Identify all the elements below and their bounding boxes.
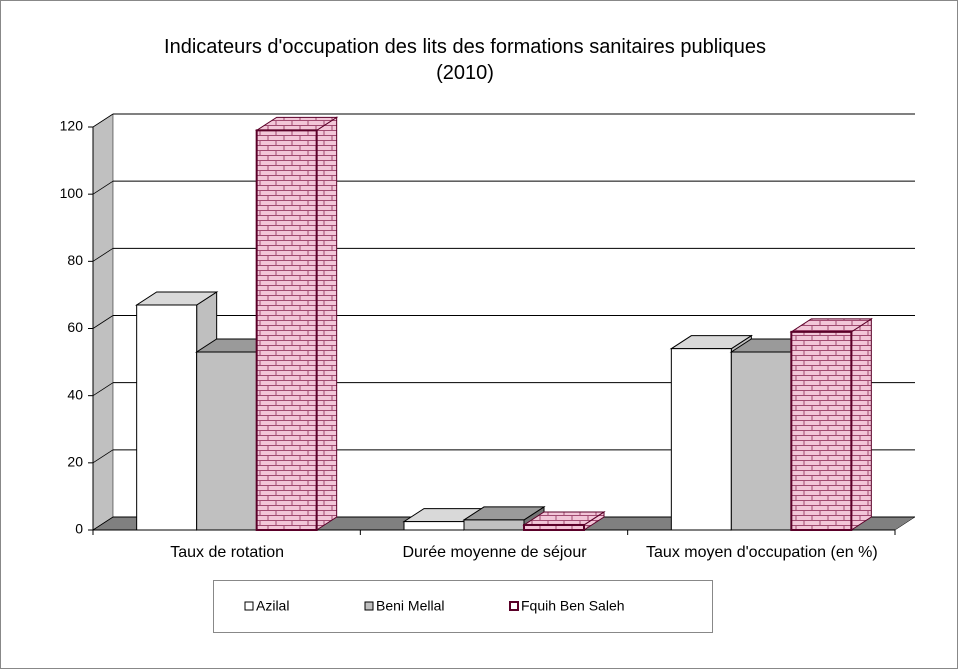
x-tick-label: Durée moyenne de séjour (402, 544, 587, 561)
bar-side (850, 317, 872, 531)
bar (136, 304, 198, 531)
bar-side (316, 116, 338, 531)
bar (255, 129, 318, 531)
bar (670, 348, 732, 531)
grid-line (92, 516, 114, 531)
x-tick-label: Taux de rotation (170, 544, 285, 561)
chart-title: Indicateurs d'occupation des lits des fo… (164, 36, 766, 84)
grid-line (92, 382, 114, 397)
bar (463, 519, 525, 531)
y-tick-label: 100 (60, 185, 84, 201)
legend-box (213, 580, 713, 633)
grid-line (92, 449, 114, 464)
grid-line (92, 247, 114, 262)
y-tick-label: 60 (67, 319, 83, 335)
bar (790, 330, 853, 531)
legend-swatch (244, 601, 254, 611)
grid-line (92, 180, 114, 195)
y-tick-label: 80 (67, 252, 83, 268)
grid-line (92, 315, 114, 329)
y-tick-label: 40 (67, 386, 83, 402)
legend-label: Azilal (256, 598, 289, 614)
bar (730, 351, 792, 531)
legend-swatch (509, 601, 519, 611)
y-tick-label: 0 (75, 521, 83, 537)
legend-swatch (364, 601, 374, 611)
legend-label: Fquih Ben Saleh (521, 598, 625, 614)
legend-label: Beni Mellal (376, 598, 444, 614)
y-tick-label: 20 (67, 454, 83, 470)
grid-line (92, 113, 114, 128)
bar (523, 523, 585, 532)
x-tick-label: Taux moyen d'occupation (en %) (646, 544, 878, 561)
y-tick-label: 120 (60, 118, 84, 134)
bar (403, 521, 465, 531)
bar (196, 351, 258, 531)
